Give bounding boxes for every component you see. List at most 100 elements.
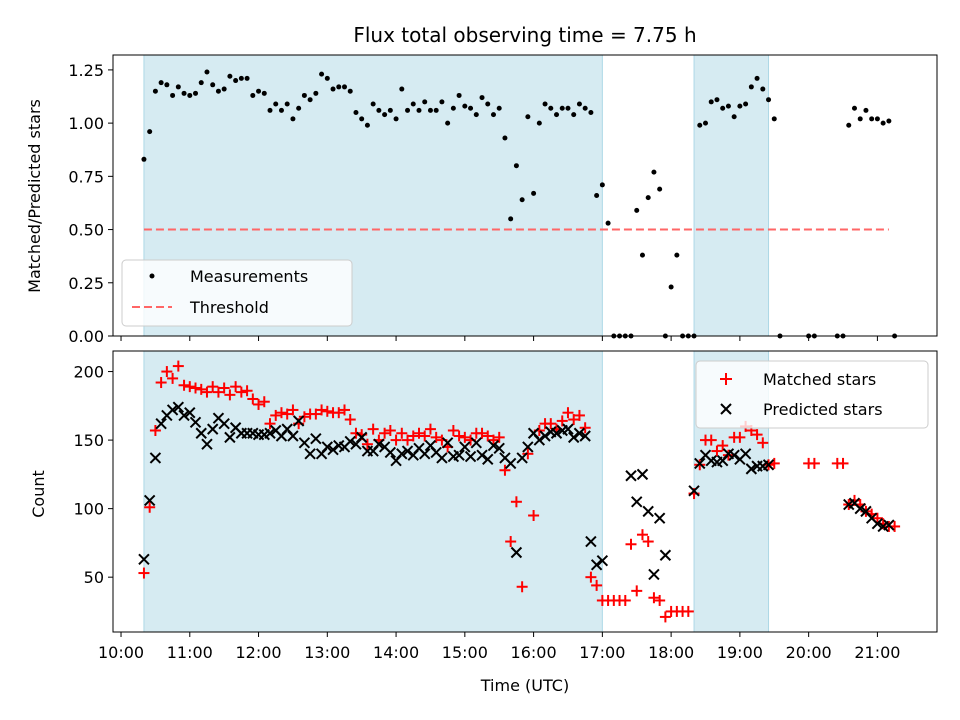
predicted-star-point (631, 496, 643, 508)
measurement-point (187, 92, 193, 98)
measurement-point (536, 120, 542, 126)
measurement-point (152, 88, 158, 94)
bottom-y-axis-label: Count (29, 470, 48, 518)
predicted-marker-b (206, 423, 219, 435)
predicted-star-point (464, 450, 477, 463)
matched-star-point (516, 581, 528, 593)
measurement-point (531, 190, 537, 196)
measurement-point (846, 122, 852, 128)
measurement-point (399, 86, 405, 92)
x-tick-label: 20:00 (786, 643, 832, 662)
x-tick-label: 21:00 (854, 643, 900, 662)
matched-star-point (871, 512, 883, 524)
measurement-point (674, 252, 680, 258)
measurement-point (324, 75, 330, 81)
measurement-point (869, 116, 875, 122)
predicted-marker-b (642, 505, 654, 518)
measurement-point (737, 103, 743, 109)
matched-star-point (281, 408, 293, 420)
predicted-star-point (166, 404, 179, 416)
predicted-star-point (419, 448, 431, 460)
matched-star-point (636, 529, 648, 541)
predicted-star-point (184, 406, 196, 419)
predicted-marker-b (195, 427, 207, 439)
matched-star-point (407, 430, 419, 442)
predicted-marker-b (567, 431, 580, 444)
predicted-star-point (143, 494, 156, 507)
measurement-point (210, 82, 216, 88)
predicted-marker-b (321, 441, 334, 453)
measurement-point (720, 105, 726, 111)
matched-star-point (556, 415, 568, 427)
predicted-marker-b (539, 430, 551, 442)
predicted-marker-b (487, 439, 500, 452)
matched-star-point (172, 360, 184, 372)
predicted-marker-b (631, 496, 643, 508)
predicted-marker-b (499, 452, 511, 464)
measurement-point (204, 69, 210, 75)
top-legend-box (121, 259, 353, 327)
measurement-point (416, 107, 422, 113)
matched-star-point (275, 407, 287, 419)
measurement-point (519, 197, 525, 203)
predicted-star-point (625, 470, 637, 482)
measurement-point (886, 118, 892, 124)
bottom-axes-frame (112, 350, 938, 633)
measurement-point (634, 207, 640, 213)
measurement-point (725, 103, 731, 109)
measurement-point (513, 163, 519, 169)
measurement-point (170, 92, 176, 98)
bottom-legend: Matched stars Predicted stars (695, 360, 929, 429)
matched-star-point (344, 414, 356, 426)
predicted-marker-b (745, 463, 758, 475)
matched-star-point (734, 431, 746, 443)
matched-star-point (619, 594, 631, 606)
measurement-point (290, 116, 296, 122)
measurement-point (284, 101, 290, 107)
matched-star-point (390, 434, 402, 446)
matched-star-point (659, 611, 671, 623)
predicted-star-point (321, 441, 334, 453)
predicted-star-point (206, 423, 219, 435)
measurement-point (874, 116, 880, 122)
matched-star-point (705, 434, 717, 446)
predicted-marker-b (264, 427, 276, 439)
shaded-interval-0 (143, 351, 603, 632)
predicted-star-point (149, 452, 162, 464)
predicted-marker-b (270, 424, 282, 437)
y-tick-label: 1.25 (68, 61, 104, 80)
matched-star-point (459, 431, 471, 443)
predicted-star-point (401, 445, 414, 457)
predicted-marker-b (516, 452, 528, 464)
matched-star-point (631, 585, 643, 597)
y-tick-label: 0.25 (68, 274, 104, 293)
matched-star-point (585, 571, 597, 583)
predicted-star-point (355, 431, 368, 444)
measurement-point (771, 116, 777, 122)
predicted-marker-b (722, 448, 735, 460)
measurement-point (164, 82, 170, 88)
matched-star-point (207, 381, 219, 393)
predicted-marker-b (579, 430, 591, 442)
predicted-marker-b (860, 505, 872, 518)
predicted-marker-b (413, 442, 425, 455)
predicted-marker-b (493, 442, 505, 455)
measurement-point (410, 101, 416, 107)
matched-star-point (510, 496, 522, 508)
predicted-marker-b (298, 437, 311, 449)
measurement-point (462, 103, 468, 109)
predicted-marker-b (585, 535, 597, 548)
measurement-point (490, 112, 496, 118)
measurement-point (645, 195, 651, 201)
legend-matched-marker (720, 373, 732, 385)
y-tick-label: 200 (73, 363, 104, 382)
matched-star-point (717, 440, 729, 452)
matched-star-point (298, 411, 310, 423)
measurement-point (502, 135, 508, 141)
measurement-point (370, 101, 376, 107)
measurement-point (273, 101, 279, 107)
y-tick-label: 0.50 (68, 221, 104, 240)
measurement-point (296, 105, 302, 111)
bottom-x-ticks: 10:00 11:00 12:00 13:00 14:00 15:00 16:00 17:00… (98, 632, 900, 662)
x-tick-label: 14:00 (373, 643, 419, 662)
